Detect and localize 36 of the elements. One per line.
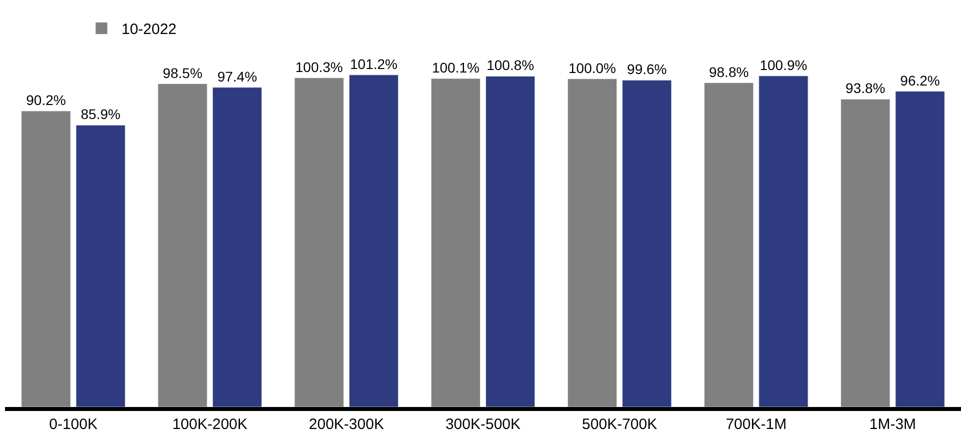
bar: [430, 78, 481, 407]
bar: [21, 110, 71, 407]
bar: [212, 87, 262, 407]
bar: [567, 78, 618, 407]
data-label: 101.2%: [350, 56, 398, 72]
data-label: 98.8%: [708, 64, 749, 80]
data-label: 93.8%: [846, 80, 886, 96]
bar: [704, 82, 754, 407]
x-tick-label: 700K-1M: [726, 416, 787, 433]
bar: [895, 91, 945, 407]
bar: [840, 98, 890, 407]
bar: [158, 84, 208, 407]
x-tick-label: 500K-700K: [582, 416, 658, 433]
data-label: 100.1%: [432, 60, 480, 76]
x-tick-label: 200K-300K: [308, 416, 384, 433]
bar: [485, 76, 536, 407]
data-label: 97.4%: [217, 68, 258, 84]
x-tick-label: 100K-200K: [172, 416, 248, 433]
bar: [758, 76, 808, 407]
x-tick-label: 0-100K: [49, 416, 98, 433]
x-tick-label: 300K-500K: [445, 416, 521, 433]
bar: [622, 80, 672, 407]
data-label: 100.8%: [486, 57, 534, 74]
data-label: 90.2%: [26, 92, 66, 108]
data-label: 99.6%: [627, 61, 667, 78]
bar: [76, 124, 126, 407]
data-label: 100.0%: [568, 60, 616, 76]
data-label: 100.3%: [295, 58, 343, 75]
bar: [348, 74, 399, 407]
data-label: 100.9%: [760, 56, 808, 73]
bar: [294, 78, 344, 407]
legend-label: 10-2022: [121, 21, 177, 38]
data-label: 98.5%: [162, 64, 202, 81]
data-label: 96.2%: [900, 72, 940, 88]
data-label: 85.9%: [80, 106, 120, 122]
x-tick-label: 1M-3M: [869, 416, 916, 433]
